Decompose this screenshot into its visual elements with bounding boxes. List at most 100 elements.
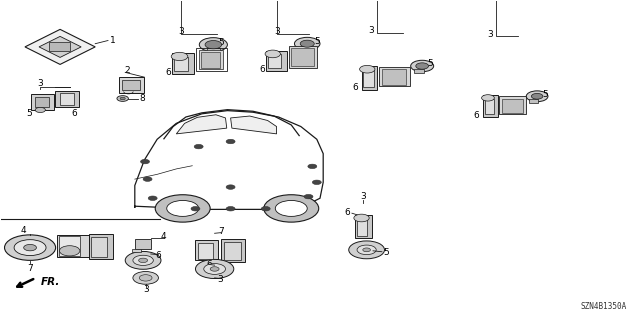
Text: 6: 6 — [207, 260, 212, 269]
Bar — [499, 96, 526, 114]
Text: 6: 6 — [344, 208, 350, 217]
Circle shape — [194, 144, 203, 149]
Bar — [357, 219, 367, 236]
Bar — [35, 97, 49, 108]
Bar — [223, 242, 241, 260]
Circle shape — [304, 195, 313, 199]
Circle shape — [141, 159, 150, 164]
Circle shape — [24, 244, 36, 251]
Text: 3: 3 — [143, 284, 148, 293]
Bar — [60, 93, 74, 105]
Circle shape — [526, 91, 548, 102]
Text: 6: 6 — [71, 109, 77, 118]
Circle shape — [531, 93, 543, 99]
Circle shape — [120, 97, 125, 100]
Circle shape — [308, 164, 317, 169]
Bar — [364, 70, 374, 87]
Text: 4: 4 — [20, 226, 26, 235]
Text: 3: 3 — [488, 30, 493, 39]
Bar — [31, 94, 54, 110]
Circle shape — [117, 96, 129, 101]
Circle shape — [354, 214, 369, 222]
Text: 7: 7 — [27, 264, 33, 274]
Bar — [362, 66, 378, 90]
Polygon shape — [176, 115, 227, 134]
Circle shape — [481, 95, 494, 101]
Bar — [529, 99, 538, 103]
Circle shape — [265, 50, 280, 58]
Circle shape — [264, 195, 319, 222]
Text: 6: 6 — [166, 68, 172, 77]
Circle shape — [148, 196, 157, 200]
Circle shape — [172, 52, 188, 60]
Circle shape — [261, 206, 270, 211]
Bar — [122, 80, 140, 90]
Circle shape — [363, 248, 371, 252]
Circle shape — [199, 38, 227, 52]
Bar — [382, 69, 406, 85]
Circle shape — [226, 185, 235, 189]
Circle shape — [294, 37, 320, 50]
Circle shape — [226, 206, 235, 211]
Polygon shape — [135, 111, 323, 209]
Text: 4: 4 — [161, 232, 166, 241]
Text: 1: 1 — [109, 36, 115, 45]
Circle shape — [360, 65, 375, 73]
Bar — [174, 57, 188, 71]
Text: 5: 5 — [26, 109, 32, 118]
Polygon shape — [25, 29, 95, 64]
Polygon shape — [230, 116, 276, 134]
Bar — [132, 249, 141, 252]
Bar — [221, 239, 245, 262]
Bar — [55, 91, 79, 108]
Bar — [380, 67, 410, 86]
Circle shape — [60, 246, 80, 256]
Text: 8: 8 — [140, 94, 145, 103]
Circle shape — [205, 41, 221, 49]
Circle shape — [300, 40, 314, 47]
Circle shape — [167, 200, 198, 216]
Circle shape — [14, 240, 46, 256]
Bar — [198, 50, 223, 69]
Text: 3: 3 — [217, 275, 223, 284]
Bar — [291, 48, 314, 66]
Text: 6: 6 — [156, 251, 161, 260]
Bar — [483, 95, 497, 117]
Circle shape — [35, 108, 45, 113]
Circle shape — [226, 139, 235, 144]
Text: 3: 3 — [275, 27, 280, 36]
Text: SZN4B1350A: SZN4B1350A — [580, 302, 627, 311]
Bar — [414, 68, 424, 73]
Bar — [89, 234, 113, 259]
Circle shape — [210, 267, 219, 271]
Text: 3: 3 — [37, 79, 43, 88]
Circle shape — [4, 235, 56, 260]
Bar — [207, 48, 220, 53]
Text: 6: 6 — [474, 111, 479, 120]
Text: 5: 5 — [383, 248, 388, 257]
Circle shape — [156, 195, 210, 222]
Bar — [195, 240, 218, 260]
Text: 7: 7 — [218, 227, 224, 236]
Circle shape — [349, 241, 385, 259]
Bar — [301, 47, 312, 52]
Text: 5: 5 — [428, 59, 433, 68]
Circle shape — [411, 60, 434, 72]
Text: 2: 2 — [124, 66, 130, 75]
Bar — [92, 237, 108, 257]
Circle shape — [195, 260, 234, 278]
Circle shape — [125, 252, 161, 269]
Text: 5: 5 — [314, 37, 320, 46]
Circle shape — [140, 275, 152, 281]
Bar — [502, 99, 523, 113]
Bar — [49, 43, 70, 51]
Text: 3: 3 — [179, 27, 184, 36]
Circle shape — [357, 245, 376, 255]
Text: 6: 6 — [352, 83, 358, 92]
Bar — [60, 236, 80, 256]
Circle shape — [204, 264, 225, 274]
Circle shape — [139, 258, 148, 263]
Bar — [289, 46, 317, 68]
Bar — [266, 51, 287, 71]
Bar — [57, 235, 90, 257]
